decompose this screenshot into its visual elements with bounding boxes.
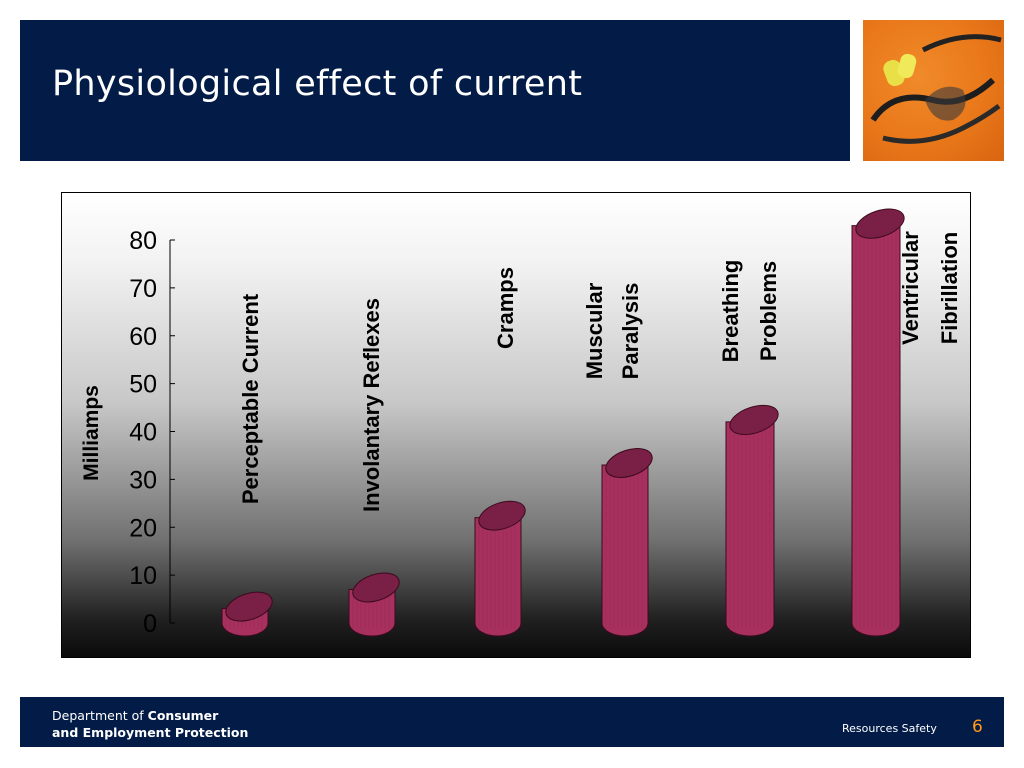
title-bar [20,20,850,161]
category-label: Paralysis [618,283,643,380]
bar [348,572,400,637]
slide-title: Physiological effect of current [52,64,583,104]
y-tick-label: 50 [129,371,157,399]
dept-bold: Consumer [147,708,219,723]
category-label: Fibrillation [937,232,962,344]
bar [725,404,779,637]
category-label: Muscular [582,282,607,379]
dept-prefix: Department of [52,708,148,723]
footer-bar [20,697,1004,747]
y-tick-label: 20 [129,514,157,542]
y-axis-label: Milliamps [80,385,103,481]
y-tick-label: 60 [129,323,157,351]
y-tick-label: 10 [129,562,157,590]
bar [221,591,273,637]
bar-top [478,500,526,531]
bar-top [855,208,905,239]
category-label: Breathing [718,260,743,363]
category-label: Involantary Reflexes [359,298,384,512]
category-label: Ventricular [898,231,923,345]
y-tick-label: 40 [129,419,157,447]
bar-top [605,448,653,478]
y-tick-label: 70 [129,275,157,303]
bar-top [225,591,273,622]
bar-body [474,517,522,637]
bar [474,500,526,637]
dept-line2: and Employment Protection [52,725,249,740]
bar-chart: 0 10 20 30 40 50 60 70 80 Milliamps Perceptable C… [80,208,962,638]
safety-glasses-icon [870,34,1002,144]
category-label: Cramps [493,267,518,349]
unit-name: Resources Safety [842,722,937,735]
bar [851,208,905,637]
category-label: Perceptable Current [238,293,263,504]
y-tick-label: 30 [129,466,157,494]
y-tick-label: 80 [129,227,157,255]
bar [601,448,653,637]
department-name: Department of Consumer and Employment Pr… [52,707,248,741]
bar-body [601,464,649,637]
bar-top [729,404,779,436]
category-label: Problems [756,261,781,361]
safety-glasses-photo [863,20,1004,161]
y-tick-label: 0 [143,610,157,638]
bar-top [352,572,400,603]
page-number: 6 [972,717,983,737]
chart-panel: 0 10 20 30 40 50 60 70 80 Milliamps Perceptable C… [61,192,971,658]
